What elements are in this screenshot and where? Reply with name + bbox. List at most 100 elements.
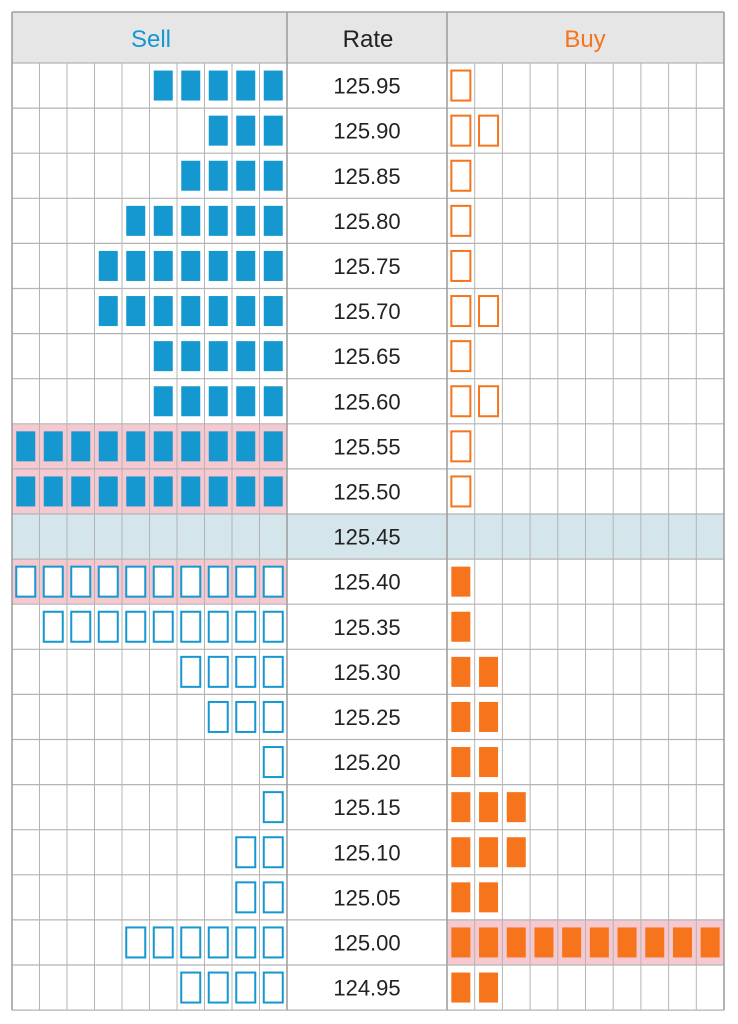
buy-order-block: [589, 927, 609, 958]
sell-order-block: [71, 476, 91, 507]
rate-label: 125.00: [333, 930, 400, 955]
buy-order-block: [451, 792, 471, 823]
sell-order-block: [71, 431, 91, 462]
sell-order-block: [262, 655, 284, 688]
sell-order-block: [70, 565, 92, 598]
sell-order-block: [153, 386, 173, 417]
sell-order-block: [207, 971, 229, 1004]
buy-order-block: [479, 747, 499, 778]
rate-label: 125.50: [333, 479, 400, 504]
sell-column-header: Sell: [131, 26, 171, 53]
sell-order-block: [125, 926, 147, 959]
sell-order-block: [42, 610, 64, 643]
sell-order-block: [153, 341, 173, 372]
buy-order-block: [451, 837, 471, 868]
sell-order-block: [263, 115, 283, 146]
sell-order-block: [262, 971, 284, 1004]
sell-order-block: [16, 431, 36, 462]
sell-order-block: [208, 476, 228, 507]
rate-label: 125.25: [333, 705, 400, 730]
sell-order-block: [153, 205, 173, 236]
sell-order-block: [181, 296, 201, 327]
sell-order-block: [207, 655, 229, 688]
sell-order-block: [181, 160, 201, 191]
sell-order-block: [43, 431, 63, 462]
sell-order-block: [236, 115, 256, 146]
sell-order-block: [207, 565, 229, 598]
sell-order-block: [208, 205, 228, 236]
rate-label: 125.75: [333, 254, 400, 279]
sell-order-block: [262, 746, 284, 779]
sell-order-block: [208, 386, 228, 417]
rate-label: 125.70: [333, 299, 400, 324]
sell-order-block: [263, 205, 283, 236]
sell-order-block: [235, 926, 257, 959]
sell-order-block: [181, 476, 201, 507]
sell-order-block: [181, 70, 201, 101]
grid-layer: [11, 11, 725, 1011]
buy-order-block: [562, 927, 582, 958]
buy-order-block: [450, 204, 472, 237]
buy-order-block: [450, 114, 472, 147]
sell-order-block: [208, 250, 228, 281]
rate-label: 125.35: [333, 615, 400, 640]
sell-order-block: [126, 205, 146, 236]
sell-order-block: [153, 296, 173, 327]
buy-order-block: [617, 927, 637, 958]
sell-order-block: [152, 926, 174, 959]
buy-column-header: Buy: [564, 26, 605, 53]
sell-order-block: [98, 296, 118, 327]
rate-label: 125.95: [333, 74, 400, 99]
sell-order-block: [262, 836, 284, 869]
sell-order-block: [263, 476, 283, 507]
sell-order-block: [180, 926, 202, 959]
sell-order-block: [235, 700, 257, 733]
sell-order-block: [235, 881, 257, 914]
buy-order-block: [479, 701, 499, 732]
sell-order-block: [180, 610, 202, 643]
sell-order-block: [153, 476, 173, 507]
sell-order-block: [263, 341, 283, 372]
buy-order-block: [451, 927, 471, 958]
sell-order-block: [208, 296, 228, 327]
sell-order-block: [153, 431, 173, 462]
sell-order-block: [235, 565, 257, 598]
buy-order-block: [479, 792, 499, 823]
rate-label: 125.65: [333, 344, 400, 369]
buy-order-block: [451, 882, 471, 913]
sell-order-block: [126, 431, 146, 462]
rate-label: 125.15: [333, 795, 400, 820]
sell-order-block: [262, 565, 284, 598]
sell-order-block: [97, 610, 119, 643]
sell-order-block: [208, 341, 228, 372]
header-background: [12, 12, 724, 63]
buy-order-block: [450, 249, 472, 282]
buy-order-block: [478, 385, 500, 418]
sell-order-block: [125, 565, 147, 598]
sell-order-block: [207, 610, 229, 643]
marks-layer: [15, 69, 720, 1004]
sell-order-block: [262, 791, 284, 824]
sell-order-block: [208, 431, 228, 462]
sell-order-block: [181, 386, 201, 417]
buy-order-block: [506, 792, 526, 823]
current-rate-row: [12, 514, 724, 560]
sell-order-block: [262, 881, 284, 914]
rate-label: 125.40: [333, 570, 400, 595]
sell-order-block: [236, 341, 256, 372]
sell-order-block: [98, 250, 118, 281]
rate-label: 125.20: [333, 750, 400, 775]
sell-order-block: [263, 431, 283, 462]
text-layer: Sell Rate Buy 125.95 125.90 125.85 125.80 12…: [131, 26, 606, 1001]
buy-order-block: [451, 747, 471, 778]
sell-order-block: [153, 70, 173, 101]
sell-order-block: [235, 836, 257, 869]
buy-order-block: [478, 295, 500, 328]
sell-order-block: [236, 250, 256, 281]
buy-order-block: [450, 475, 472, 508]
buy-order-block: [479, 927, 499, 958]
sell-order-block: [236, 160, 256, 191]
sell-order-block: [70, 610, 92, 643]
sell-order-block: [262, 610, 284, 643]
